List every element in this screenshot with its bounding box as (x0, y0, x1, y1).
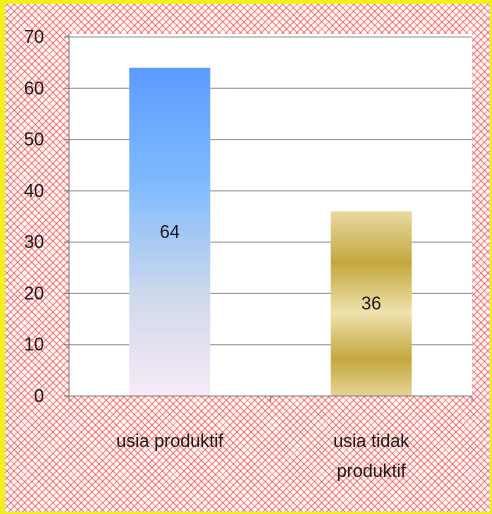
y-tick-label: 0 (34, 386, 44, 406)
axes (64, 34, 473, 402)
data-label: 36 (361, 294, 381, 314)
y-tick-label: 50 (24, 130, 44, 150)
x-tick-labels: usia produktif usia tidak produktif (116, 431, 410, 481)
x-tick-label: usia produktif (116, 431, 224, 451)
bar (129, 67, 211, 396)
y-tick-label: 70 (24, 27, 44, 47)
y-tick-label: 40 (24, 181, 44, 201)
bar-chart: 0 10 20 30 40 50 60 70 usia produktif usia tidak… (24, 27, 473, 481)
y-tick-label: 30 (24, 232, 44, 252)
data-label: 64 (160, 222, 180, 242)
x-tick-label: usia tidak (333, 431, 410, 451)
bar (330, 211, 412, 396)
y-tick-label: 60 (24, 78, 44, 98)
data-labels: 64 36 (160, 222, 382, 314)
y-tick-label: 10 (24, 335, 44, 355)
y-tick-labels: 0 10 20 30 40 50 60 70 (24, 27, 44, 406)
bars (129, 67, 412, 396)
y-tick-label: 20 (24, 283, 44, 303)
x-tick-label: produktif (337, 461, 407, 481)
